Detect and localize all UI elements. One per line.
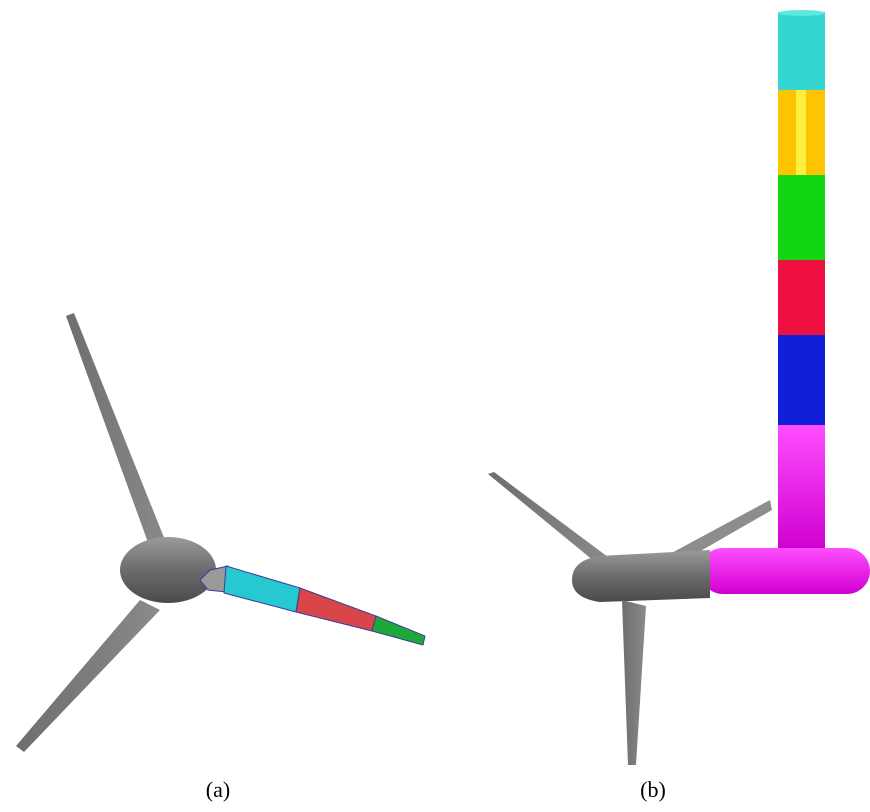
turbine-b: [488, 10, 870, 765]
blade-segment: [296, 588, 376, 631]
blade-segment: [224, 566, 300, 612]
hub: [120, 537, 216, 603]
caption: (a): [206, 777, 230, 802]
tower-segment: [778, 335, 825, 425]
nacelle: [572, 550, 710, 602]
blade: [66, 313, 165, 548]
tower-top: [778, 10, 825, 16]
figure: (a) (b): [0, 0, 870, 812]
turbine-a: [16, 313, 425, 752]
blade-segment: [372, 616, 425, 645]
tower-segment: [778, 12, 825, 90]
tower-segment: [778, 260, 825, 335]
platform: [700, 548, 870, 594]
page: {"captions": ["(a)", "(b)"]}: [0, 0, 870, 812]
blade: [488, 472, 612, 566]
tower-segment: [778, 175, 825, 260]
caption: (b): [640, 777, 666, 802]
tower-highlight: [796, 90, 806, 175]
tower-segment: [778, 425, 825, 550]
blade: [622, 600, 646, 765]
blade: [16, 600, 160, 752]
